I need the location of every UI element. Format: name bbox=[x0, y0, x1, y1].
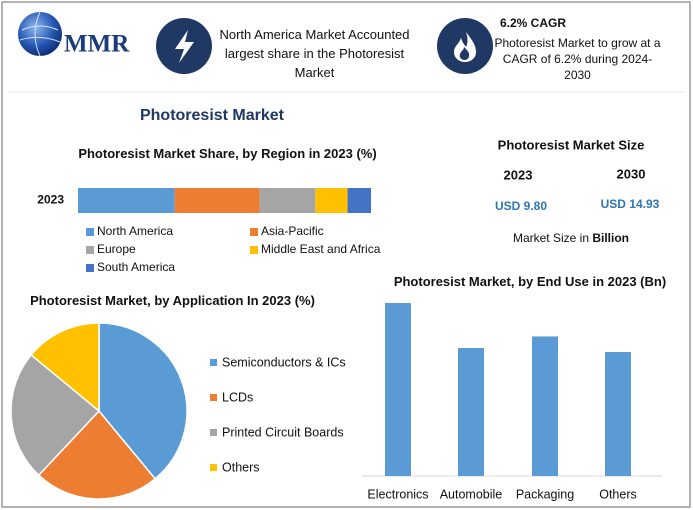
legend-swatch bbox=[250, 246, 258, 254]
chart-title: Photoresist Market, by End Use in 2023 (… bbox=[393, 274, 667, 289]
size-note-text: Market Size in bbox=[513, 231, 589, 245]
legend-swatch bbox=[210, 429, 217, 436]
bar bbox=[385, 303, 411, 476]
pie-slice bbox=[10, 353, 101, 477]
size-value: USD 9.80 bbox=[495, 199, 547, 213]
logo-lines bbox=[19, 11, 61, 57]
size-year: 2030 bbox=[617, 166, 646, 181]
x-tick-label: Automobile bbox=[440, 487, 503, 501]
legend-swatch bbox=[86, 264, 94, 272]
legend-label: North America bbox=[97, 224, 173, 238]
chart-title: Photoresist Market Share, by Region in 2… bbox=[78, 146, 377, 161]
bar-segment bbox=[259, 188, 316, 213]
chart-title: Photoresist Market, by Application In 20… bbox=[30, 293, 315, 308]
size-note: Market Size in Billion bbox=[513, 231, 629, 245]
highlight-text: Photoresist Market to grow at a CAGR of … bbox=[494, 36, 661, 82]
logo-globe bbox=[18, 12, 62, 56]
logo-text: MMR bbox=[64, 31, 130, 58]
pie-slice bbox=[30, 322, 100, 413]
bar-segment bbox=[78, 188, 175, 213]
legend-label: Semiconductors & ICs bbox=[222, 355, 346, 369]
icon-flame bbox=[454, 32, 476, 62]
highlight-title: 6.2% CAGR bbox=[500, 16, 567, 30]
legend-label: Middle East and Africa bbox=[261, 242, 381, 256]
legend-label: Europe bbox=[97, 242, 136, 256]
legend-swatch bbox=[86, 246, 94, 254]
legend-swatch bbox=[210, 394, 217, 401]
bar bbox=[532, 336, 558, 476]
highlight-text: North America Market Accounted largest s… bbox=[219, 27, 410, 80]
bar-segment bbox=[347, 188, 371, 213]
icon-bolt bbox=[175, 30, 194, 63]
size-title: Photoresist Market Size bbox=[498, 137, 645, 152]
legend-label: LCDs bbox=[222, 390, 253, 404]
icon-flame-inner bbox=[459, 47, 470, 60]
legend-label: Asia-Pacific bbox=[261, 224, 324, 238]
legend-swatch bbox=[86, 228, 94, 236]
bar-segment bbox=[315, 188, 348, 213]
x-tick-label: Electronics bbox=[367, 487, 428, 501]
bar bbox=[605, 352, 631, 476]
legend-swatch bbox=[210, 359, 217, 366]
size-year: 2023 bbox=[504, 167, 533, 182]
legend-label: Others bbox=[222, 460, 260, 474]
y-tick-label: 2023 bbox=[37, 193, 64, 207]
legend-label: Printed Circuit Boards bbox=[222, 425, 344, 439]
legend-swatch bbox=[250, 228, 258, 236]
bar bbox=[458, 347, 484, 476]
x-tick-label: Packaging bbox=[516, 487, 574, 501]
x-tick-label: Others bbox=[599, 487, 637, 501]
main-title: Photoresist Market bbox=[140, 107, 285, 124]
pie-slice bbox=[98, 322, 188, 480]
legend-swatch bbox=[210, 464, 217, 471]
size-unit: Billion bbox=[592, 231, 629, 245]
pie-slice bbox=[37, 409, 157, 500]
bar-segment bbox=[174, 188, 260, 213]
legend-label: South America bbox=[97, 260, 175, 274]
size-value: USD 14.93 bbox=[601, 197, 660, 211]
